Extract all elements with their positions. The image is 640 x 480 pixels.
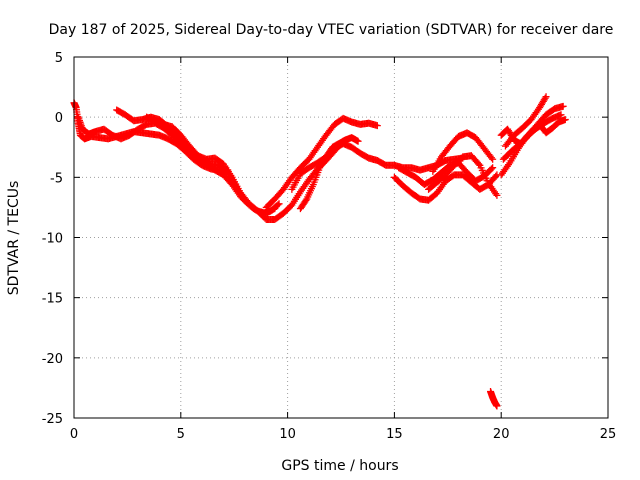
data-point (489, 164, 497, 172)
data-point (542, 93, 550, 101)
data-points (70, 93, 569, 410)
series-arc-11 (429, 129, 497, 175)
data-point (373, 122, 381, 130)
data-point-interp (487, 154, 495, 162)
series-arc-4 (143, 113, 347, 223)
x-tick-label: 0 (70, 427, 78, 442)
data-point (489, 155, 497, 163)
series-arc-16 (497, 116, 569, 148)
y-tick-label: -10 (42, 232, 63, 247)
data-point-interp (541, 94, 549, 102)
y-tick-label: 0 (55, 111, 63, 126)
data-point-interp (487, 165, 495, 173)
y-tick-label: -20 (42, 352, 63, 367)
x-tick-label: 5 (177, 427, 185, 442)
data-point (493, 191, 501, 199)
data-point (275, 200, 283, 208)
x-tick-labels: 0 5 10 15 20 25 (70, 427, 616, 442)
x-tick-label: 15 (386, 427, 403, 442)
y-tick-label: -5 (50, 171, 63, 186)
data-point (493, 402, 501, 410)
plot-frame (73, 56, 609, 419)
y-tick-label: -25 (42, 412, 63, 427)
y-axis-label: SDTVAR / TECUs (6, 181, 22, 296)
data-point (557, 111, 565, 119)
x-tick-label: 10 (279, 427, 296, 442)
data-point-interp (274, 201, 282, 209)
y-tick-label: 5 (55, 51, 63, 66)
y-tick-labels: 5 0 -5 -10 -15 -20 -25 (42, 51, 63, 427)
x-axis-label: GPS time / hours (281, 458, 398, 474)
data-point (354, 137, 362, 145)
series-arc-12 (487, 388, 501, 410)
series-arc-5 (262, 114, 381, 211)
series-arc-10 (425, 152, 501, 199)
data-point (561, 116, 569, 124)
grid (74, 57, 608, 418)
series-arc-8 (390, 171, 501, 204)
y-tick-label: -15 (42, 292, 63, 307)
chart-title: Day 187 of 2025, Sidereal Day-to-day VTE… (49, 22, 614, 38)
x-tick-label: 20 (493, 427, 510, 442)
data-point-interp (475, 160, 483, 168)
x-tick-label: 25 (600, 427, 617, 442)
data-point (559, 102, 567, 110)
data-point-interp (492, 172, 500, 180)
series-arc-7 (296, 134, 362, 213)
